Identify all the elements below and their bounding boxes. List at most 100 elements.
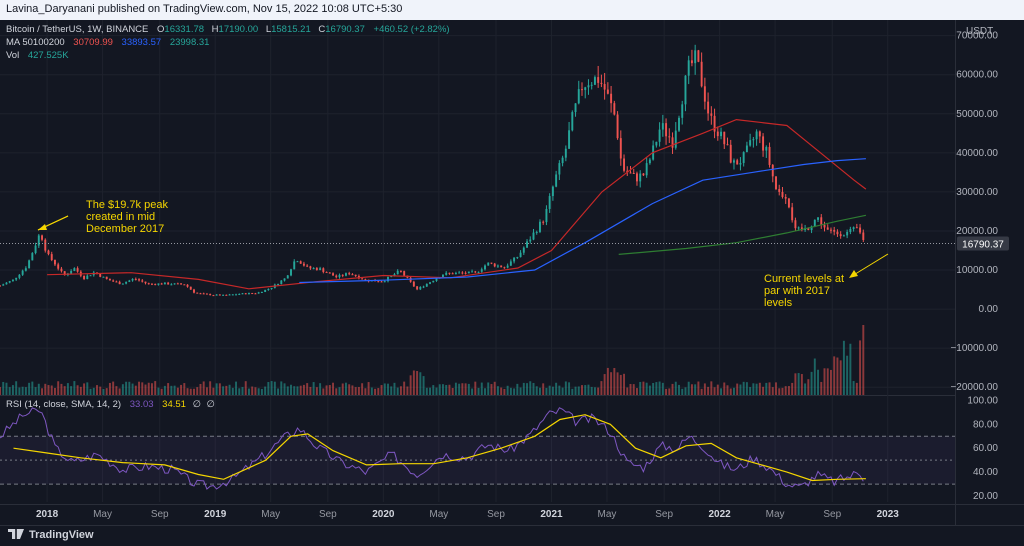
tradingview-logo[interactable]: TradingView xyxy=(8,529,94,541)
candle-body xyxy=(623,158,626,171)
candle-body xyxy=(441,274,444,278)
candle-body xyxy=(11,279,14,282)
candle-body xyxy=(661,123,664,130)
volume-bar xyxy=(128,381,131,395)
candle-body xyxy=(509,261,512,266)
volume-bar xyxy=(729,388,732,395)
volume-bar xyxy=(170,385,173,395)
candle-body xyxy=(34,245,37,254)
volume-bar xyxy=(784,386,787,395)
volume-bar xyxy=(817,369,820,395)
candle-body xyxy=(83,275,86,280)
volume-bar xyxy=(370,387,373,395)
volume-bar xyxy=(354,387,357,395)
candle-body xyxy=(105,276,108,279)
volume-bar xyxy=(28,382,31,395)
volume-bar xyxy=(613,368,616,395)
volume-bar xyxy=(484,388,486,395)
volume-bar xyxy=(21,386,24,395)
candle-body xyxy=(222,294,225,296)
volume-bar xyxy=(115,386,118,395)
candle-body xyxy=(736,160,739,165)
volume-bar xyxy=(791,382,794,395)
legend-close: 16790.37 xyxy=(325,24,365,35)
candle-body xyxy=(642,173,645,176)
candles xyxy=(0,44,865,297)
time-tick-label: Sep xyxy=(151,509,169,520)
volume-bar xyxy=(361,383,364,395)
candle-body xyxy=(131,278,134,281)
volume-bar xyxy=(454,382,457,395)
candle-body xyxy=(377,281,380,283)
volume-bar xyxy=(409,375,412,395)
candle-body xyxy=(189,286,192,290)
volume-bar xyxy=(112,381,115,395)
candle-body xyxy=(199,293,202,295)
candle-body xyxy=(37,235,40,246)
candle-body xyxy=(797,227,800,229)
candle-body xyxy=(506,265,509,268)
volume-bar xyxy=(403,381,406,395)
volume-bar xyxy=(707,386,710,395)
volume-bar xyxy=(341,383,344,395)
price-tick-label: 60000.00 xyxy=(956,70,998,81)
candle-body xyxy=(63,271,66,276)
volume-bar xyxy=(739,384,742,395)
volume-bar xyxy=(726,385,729,395)
volume-bar xyxy=(477,387,480,395)
candle-body xyxy=(516,257,519,259)
candle-body xyxy=(348,273,351,275)
volume-bar xyxy=(635,388,638,395)
volume-bar xyxy=(235,381,238,395)
candle-body xyxy=(5,282,8,285)
volume-bar xyxy=(125,381,128,395)
candle-body xyxy=(461,272,464,274)
volume-bar xyxy=(568,382,571,395)
volume-bar xyxy=(632,384,635,395)
chart-area[interactable]: 70000.00 60000.00 50000.00 40000.00 30000.00… xyxy=(0,20,1024,525)
candle-body xyxy=(50,254,53,261)
candle-body xyxy=(309,266,312,269)
volume-bar xyxy=(108,382,111,395)
candle-body xyxy=(41,235,44,240)
candle-body xyxy=(341,274,344,276)
volume-bar xyxy=(160,388,163,395)
volume-bar xyxy=(429,387,432,395)
candle-body xyxy=(57,264,60,269)
candle-body xyxy=(545,208,548,223)
volume-bar xyxy=(555,382,558,395)
candle-body xyxy=(306,265,309,267)
volume-bar xyxy=(332,382,335,395)
volume-bar xyxy=(668,388,671,395)
candle-body xyxy=(513,257,516,262)
candle-body xyxy=(768,146,771,165)
candle-body xyxy=(47,250,50,255)
candle-body xyxy=(160,283,163,285)
candle-body xyxy=(86,275,89,280)
candle-body xyxy=(700,61,703,87)
moving-averages xyxy=(47,118,867,290)
candle-body xyxy=(28,260,31,269)
rsi-tick-label: 60.00 xyxy=(973,443,998,454)
price-tick-label: −20000.00 xyxy=(950,382,998,393)
candle-body xyxy=(522,247,525,253)
legend-open: 16331.78 xyxy=(164,24,205,35)
price-chart-svg[interactable]: 70000.00 60000.00 50000.00 40000.00 30000.00… xyxy=(0,20,1024,525)
volume-bar xyxy=(787,386,790,395)
volume-bar xyxy=(338,387,341,395)
candle-body xyxy=(435,278,438,281)
volume-bar xyxy=(264,386,267,395)
candle-body xyxy=(739,162,742,165)
candle-body xyxy=(778,189,781,192)
volume-bar xyxy=(846,355,849,395)
volume-bar xyxy=(325,385,328,395)
volume-bar xyxy=(648,385,651,395)
candle-body xyxy=(678,117,680,131)
volume-bar xyxy=(99,386,102,395)
axis-separator xyxy=(955,20,956,525)
candle-body xyxy=(826,227,829,230)
candle-body xyxy=(758,131,761,137)
time-tick-label: Sep xyxy=(823,509,841,520)
candle-body xyxy=(53,260,56,265)
candle-body xyxy=(264,289,267,292)
